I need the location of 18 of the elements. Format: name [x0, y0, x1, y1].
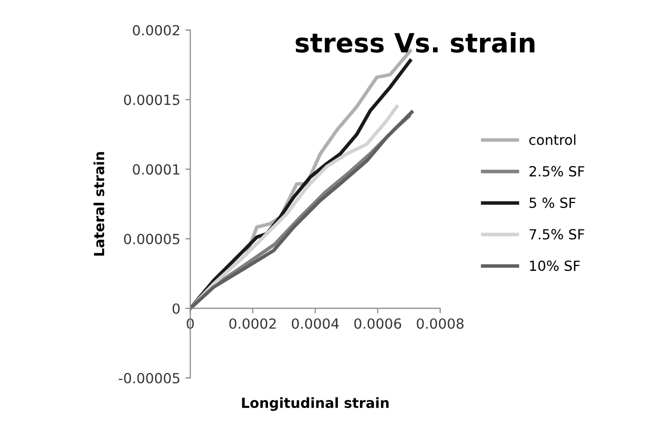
x-tick-label: 0.0008 [416, 318, 464, 329]
legend-label: 10% SF [530, 260, 580, 272]
x-tick-label: 0.0006 [354, 318, 402, 329]
x-tick-label: 0.0004 [292, 318, 339, 329]
y-tick-label: 0.00015 [124, 94, 180, 106]
legend-label: control [529, 134, 576, 146]
y-tick-label: 0 [172, 303, 180, 314]
y-tick-label: 0.0001 [132, 164, 180, 175]
legend-label: 5 % SF [530, 198, 576, 208]
legend-label: 7.5% SF [530, 229, 584, 240]
y-tick-label: 0.0002 [132, 25, 180, 36]
x-axis-title: Longitudinal strain [242, 397, 389, 411]
y-tick-label: 0.00005 [124, 234, 180, 244]
legend-label: 2.5% SF [530, 166, 584, 177]
y-tick-label: -0.00005 [118, 372, 180, 384]
chart-title: stress Vs. strain [296, 32, 534, 53]
x-tick-label: 0.0002 [229, 318, 276, 329]
y-axis-title: Lateral strain [94, 152, 104, 256]
